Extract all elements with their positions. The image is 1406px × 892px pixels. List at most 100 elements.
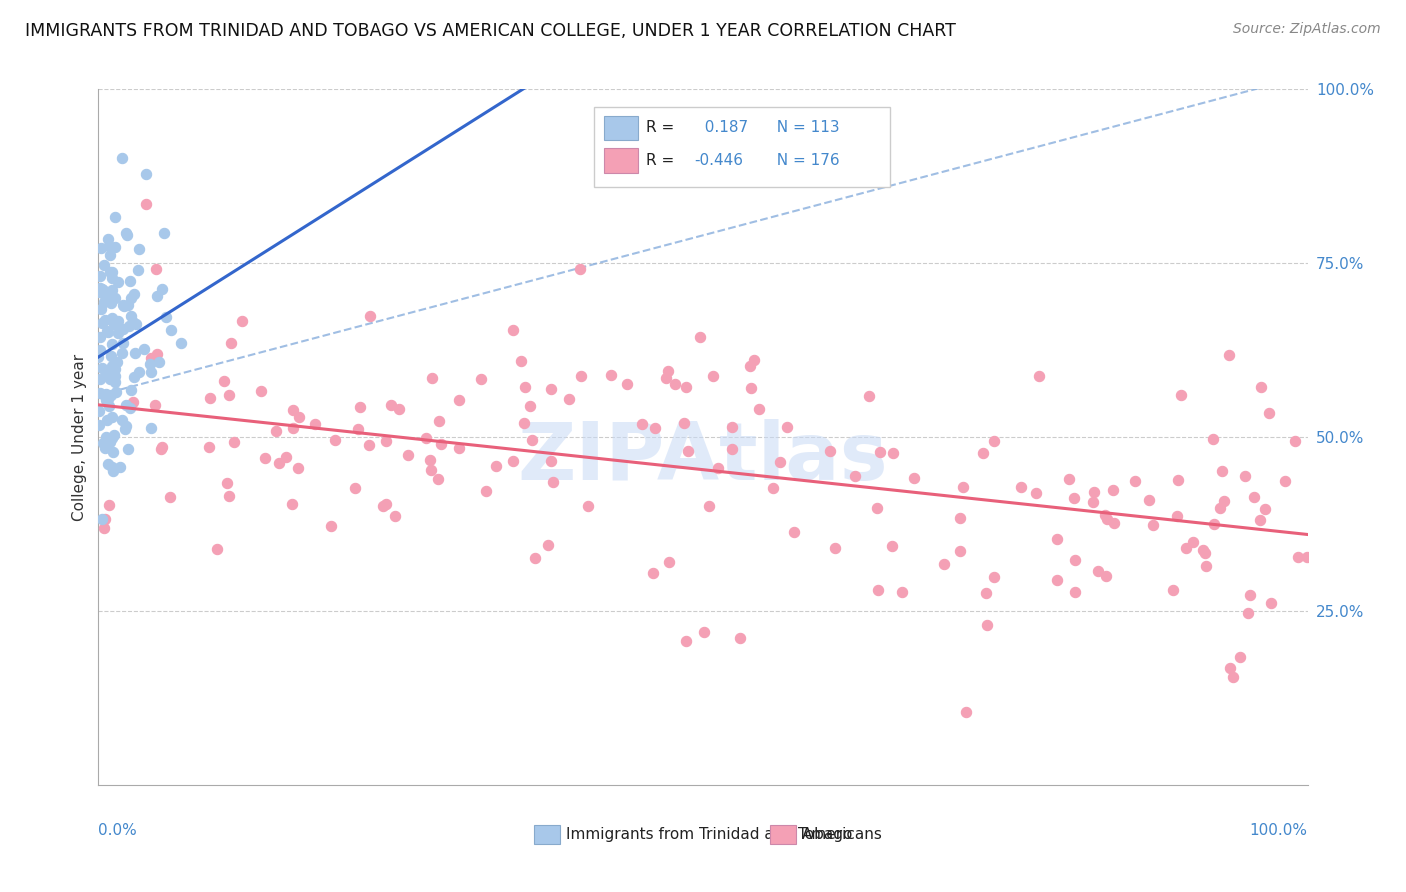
Point [1094, 508, 1116, 522]
Point [127, 262, 149, 277]
Point [114, 422, 136, 436]
Point [283, 420, 305, 434]
Point [98, 372, 121, 386]
Point [558, 392, 581, 406]
Point [103, 317, 125, 331]
Point [974, 586, 997, 600]
Point [112, 299, 135, 313]
Point [87, 350, 110, 364]
Point [101, 445, 124, 459]
Text: Source: ZipAtlas.com: Source: ZipAtlas.com [1233, 22, 1381, 37]
Point [90, 282, 112, 296]
Point [287, 460, 309, 475]
Point [1142, 517, 1164, 532]
Point [101, 265, 124, 279]
Point [145, 262, 167, 277]
Point [115, 398, 138, 412]
Point [90, 301, 112, 316]
Point [952, 479, 974, 493]
Point [1175, 541, 1198, 555]
Point [120, 383, 142, 397]
Point [198, 440, 221, 454]
Point [664, 376, 686, 391]
Point [1097, 512, 1119, 526]
Point [120, 309, 142, 323]
Point [537, 538, 560, 552]
FancyBboxPatch shape [534, 824, 561, 844]
Point [101, 459, 124, 474]
Point [1202, 517, 1225, 532]
Point [304, 417, 326, 432]
Point [115, 227, 138, 242]
Point [120, 401, 142, 415]
Point [100, 291, 122, 305]
Point [1081, 495, 1104, 509]
Point [100, 431, 122, 445]
Point [110, 460, 132, 475]
Point [447, 392, 470, 407]
Point [1063, 491, 1085, 505]
Point [281, 403, 304, 417]
Text: 0.0%: 0.0% [98, 823, 138, 838]
Point [375, 434, 398, 448]
Point [117, 442, 139, 456]
Point [231, 314, 253, 328]
Point [212, 374, 235, 388]
Point [824, 541, 846, 555]
Point [740, 381, 762, 395]
Point [93, 521, 115, 535]
Point [100, 296, 122, 310]
Point [1167, 473, 1189, 487]
Point [543, 475, 565, 490]
Point [97, 400, 120, 414]
Point [200, 391, 222, 405]
Point [101, 270, 124, 285]
Point [1243, 490, 1265, 504]
Point [748, 402, 770, 417]
Point [100, 388, 122, 402]
Point [396, 448, 419, 462]
Point [89, 330, 111, 344]
Point [91, 436, 114, 450]
Point [673, 416, 696, 430]
Point [485, 458, 508, 473]
Text: 0.187: 0.187 [695, 120, 748, 135]
Point [1229, 650, 1251, 665]
Point [89, 343, 111, 358]
Point [903, 471, 925, 485]
Point [111, 413, 134, 427]
Point [972, 446, 994, 460]
Point [818, 444, 841, 458]
Point [866, 501, 889, 516]
Point [105, 355, 128, 369]
Point [122, 369, 145, 384]
Text: N = 176: N = 176 [768, 153, 839, 169]
Point [94, 313, 117, 327]
Text: R =: R = [647, 153, 679, 169]
Point [218, 489, 240, 503]
Point [155, 310, 177, 324]
Point [1219, 661, 1241, 675]
Point [349, 401, 371, 415]
Point [1104, 516, 1126, 531]
Point [94, 512, 117, 526]
Point [98, 287, 121, 301]
Point [1260, 596, 1282, 610]
Point [380, 398, 402, 412]
Point [94, 365, 117, 379]
Point [1250, 380, 1272, 394]
Point [111, 346, 134, 360]
Point [135, 196, 157, 211]
Point [100, 349, 122, 363]
Point [103, 427, 125, 442]
Point [160, 323, 183, 337]
Point [150, 440, 173, 454]
Point [98, 248, 121, 262]
Point [1222, 670, 1244, 684]
Point [1025, 486, 1047, 500]
Point [96, 430, 118, 444]
Point [87, 403, 110, 417]
Point [502, 323, 524, 337]
Point [502, 453, 524, 467]
Point [1166, 509, 1188, 524]
